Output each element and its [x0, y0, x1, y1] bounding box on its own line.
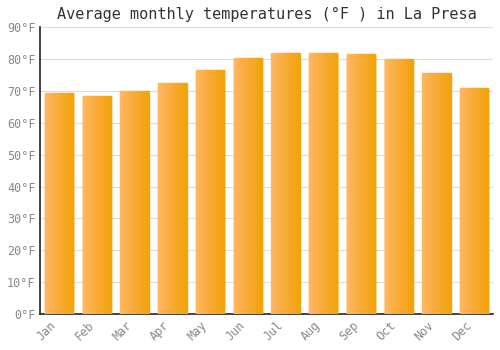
Title: Average monthly temperatures (°F ) in La Presa: Average monthly temperatures (°F ) in La… — [57, 7, 476, 22]
